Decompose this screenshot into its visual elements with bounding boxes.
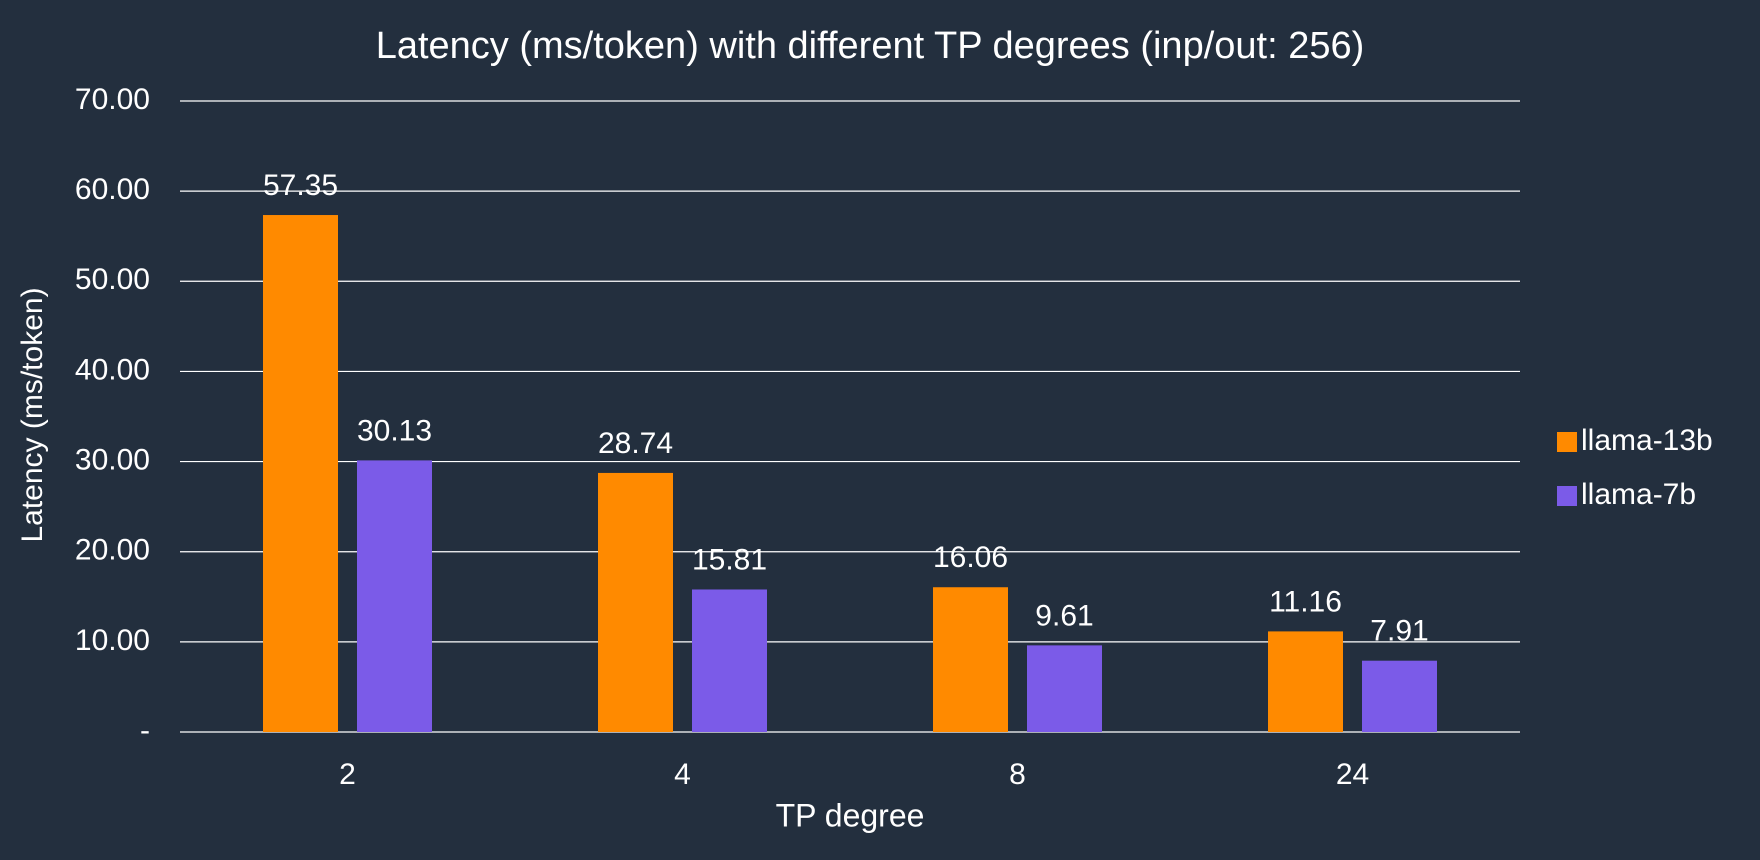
data-label: 7.91 — [1370, 615, 1428, 648]
data-label: 16.06 — [933, 541, 1008, 574]
data-label: 30.13 — [357, 414, 432, 447]
bar — [933, 587, 1008, 732]
bar — [357, 460, 432, 732]
y-axis-label: Latency (ms/token) — [16, 287, 49, 542]
legend-swatch — [1557, 432, 1577, 452]
bar — [1268, 631, 1343, 732]
data-label: 28.74 — [598, 427, 673, 460]
data-label: 15.81 — [692, 543, 767, 576]
data-label: 11.16 — [1269, 585, 1342, 618]
bar — [692, 589, 767, 732]
x-tick-label: 2 — [339, 758, 356, 791]
y-tick-label: 10.00 — [75, 624, 150, 657]
y-tick-label: 30.00 — [75, 443, 150, 476]
y-tick-label: 20.00 — [75, 534, 150, 567]
y-tick-label: 70.00 — [75, 83, 150, 116]
x-axis-label: TP degree — [776, 797, 925, 833]
bar — [598, 472, 673, 732]
y-tick-label: 60.00 — [75, 173, 150, 206]
y-tick-label: - — [140, 714, 150, 747]
x-tick-label: 24 — [1336, 758, 1369, 791]
legend-swatch — [1557, 486, 1577, 506]
legend-label: llama-7b — [1581, 478, 1696, 511]
x-tick-label: 8 — [1009, 758, 1026, 791]
bar — [1027, 645, 1102, 732]
legend-label: llama-13b — [1581, 424, 1713, 457]
bar — [1362, 660, 1437, 732]
y-tick-label: 50.00 — [75, 263, 150, 296]
data-label: 57.35 — [263, 169, 338, 202]
bar — [263, 215, 338, 733]
data-label: 9.61 — [1035, 599, 1093, 632]
x-tick-label: 4 — [674, 758, 691, 791]
chart-title: Latency (ms/token) with different TP deg… — [376, 25, 1365, 67]
y-tick-label: 40.00 — [75, 353, 150, 386]
